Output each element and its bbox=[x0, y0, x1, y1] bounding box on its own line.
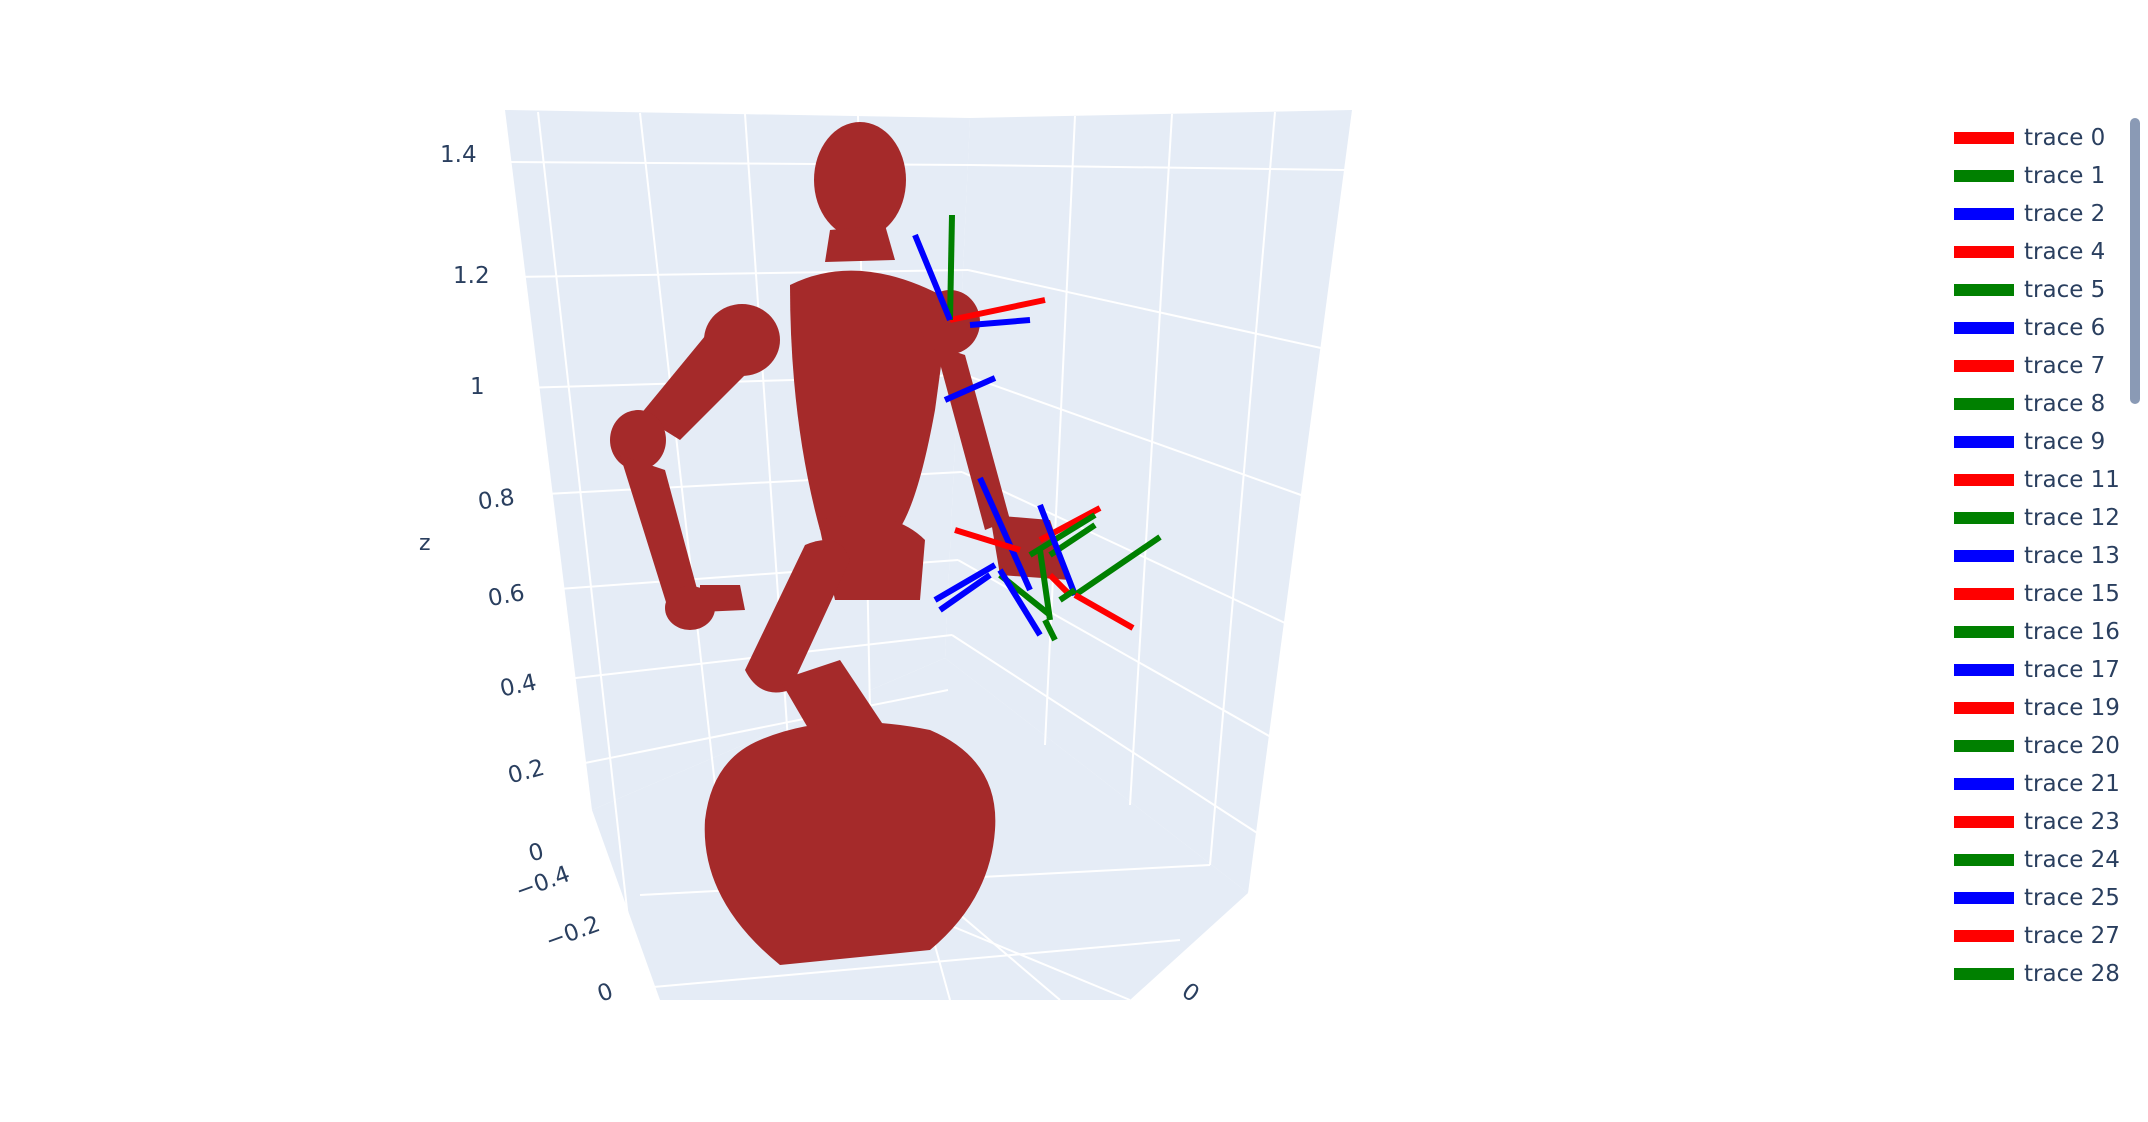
legend-item[interactable]: trace 24 bbox=[1940, 842, 2120, 878]
legend-label: trace 19 bbox=[2024, 695, 2120, 721]
legend-item[interactable]: trace 4 bbox=[1940, 234, 2105, 270]
legend-swatch bbox=[1954, 512, 2014, 524]
legend-label: trace 17 bbox=[2024, 657, 2120, 683]
legend-label: trace 8 bbox=[2024, 391, 2106, 417]
legend-item[interactable]: trace 21 bbox=[1940, 766, 2120, 802]
legend-swatch bbox=[1954, 398, 2014, 410]
z-tick-label: 1 bbox=[470, 374, 485, 400]
legend-swatch bbox=[1954, 664, 2014, 676]
legend-item[interactable]: trace 0 bbox=[1940, 120, 2105, 156]
trace-line bbox=[1073, 592, 1135, 631]
z-tick-label: 1.2 bbox=[453, 263, 490, 289]
legend-item[interactable]: trace 23 bbox=[1940, 804, 2120, 840]
legend-swatch bbox=[1954, 816, 2014, 828]
trace-line bbox=[969, 317, 1031, 328]
z-axis-title: z bbox=[419, 531, 431, 556]
legend-swatch bbox=[1954, 322, 2014, 334]
legend-label: trace 16 bbox=[2024, 619, 2120, 645]
legend-label: trace 0 bbox=[2024, 125, 2106, 151]
legend-item[interactable]: trace 5 bbox=[1940, 272, 2105, 308]
legend-swatch bbox=[1954, 740, 2014, 752]
trace-line bbox=[977, 476, 1033, 592]
legend-swatch bbox=[1954, 892, 2014, 904]
legend-label: trace 20 bbox=[2024, 733, 2120, 759]
legend-label: trace 1 bbox=[2024, 163, 2106, 189]
trace-line bbox=[943, 375, 997, 403]
legend-item[interactable]: trace 11 bbox=[1940, 462, 2120, 498]
legend-item[interactable]: trace 12 bbox=[1940, 500, 2120, 536]
legend-swatch bbox=[1954, 284, 2014, 296]
z-tick-label: 0.8 bbox=[476, 484, 517, 516]
legend-label: trace 15 bbox=[2024, 581, 2120, 607]
legend-swatch bbox=[1954, 170, 2014, 182]
legend-item[interactable]: trace 15 bbox=[1940, 576, 2120, 612]
trace-line bbox=[933, 562, 997, 603]
legend-item[interactable]: trace 19 bbox=[1940, 690, 2120, 726]
legend-item[interactable]: trace 9 bbox=[1940, 424, 2105, 460]
legend-item[interactable]: trace 28 bbox=[1940, 956, 2120, 988]
legend-swatch bbox=[1954, 474, 2014, 486]
legend-swatch bbox=[1954, 436, 2014, 448]
trace-line bbox=[1037, 549, 1053, 621]
legend-label: trace 2 bbox=[2024, 201, 2106, 227]
trace-line bbox=[1073, 534, 1162, 598]
trace-line bbox=[949, 297, 1046, 323]
legend-swatch bbox=[1954, 360, 2014, 372]
legend-label: trace 9 bbox=[2024, 429, 2106, 455]
legend-label: trace 7 bbox=[2024, 353, 2106, 379]
legend-item[interactable]: trace 2 bbox=[1940, 196, 2105, 232]
legend-label: trace 4 bbox=[2024, 239, 2106, 265]
legend-item[interactable]: trace 20 bbox=[1940, 728, 2120, 764]
trace-line bbox=[912, 233, 953, 322]
legend-label: trace 25 bbox=[2024, 885, 2120, 911]
legend-scrollbar[interactable] bbox=[2130, 118, 2140, 404]
legend-swatch bbox=[1954, 778, 2014, 790]
legend-item[interactable]: trace 16 bbox=[1940, 614, 2120, 650]
legend-item[interactable]: trace 13 bbox=[1940, 538, 2120, 574]
trace-line bbox=[1058, 587, 1077, 603]
legend-item[interactable]: trace 7 bbox=[1940, 348, 2105, 384]
legend-item[interactable]: trace 8 bbox=[1940, 386, 2105, 422]
legend[interactable]: trace 0 trace 1 trace 2 trace 4 trace 5 trace… bbox=[1940, 120, 2130, 988]
legend-label: trace 6 bbox=[2024, 315, 2106, 341]
legend-label: trace 21 bbox=[2024, 771, 2120, 797]
trace-line bbox=[938, 572, 992, 613]
legend-label: trace 28 bbox=[2024, 961, 2120, 987]
legend-swatch bbox=[1954, 550, 2014, 562]
legend-label: trace 5 bbox=[2024, 277, 2106, 303]
trace-line bbox=[997, 568, 1043, 637]
grid-lines bbox=[504, 111, 1346, 1001]
legend-swatch bbox=[1954, 854, 2014, 866]
legend-item[interactable]: trace 25 bbox=[1940, 880, 2120, 916]
legend-label: trace 11 bbox=[2024, 467, 2120, 493]
frame-traces bbox=[912, 214, 1162, 642]
legend-label: trace 27 bbox=[2024, 923, 2120, 949]
legend-swatch bbox=[1954, 968, 2014, 980]
legend-swatch bbox=[1954, 626, 2014, 638]
legend-label: trace 13 bbox=[2024, 543, 2120, 569]
trace-line bbox=[1028, 512, 1097, 558]
legend-item[interactable]: trace 27 bbox=[1940, 918, 2120, 954]
trace-line bbox=[1037, 503, 1078, 597]
legend-item[interactable]: trace 6 bbox=[1940, 310, 2105, 346]
trace-line bbox=[947, 214, 955, 321]
trace-line bbox=[1047, 572, 1073, 598]
legend-swatch bbox=[1954, 930, 2014, 942]
trace-line bbox=[1042, 618, 1058, 642]
legend-label: trace 24 bbox=[2024, 847, 2120, 873]
legend-item[interactable]: trace 17 bbox=[1940, 652, 2120, 688]
legend-swatch bbox=[1954, 702, 2014, 714]
legend-swatch bbox=[1954, 246, 2014, 258]
trace-line bbox=[954, 527, 1021, 553]
legend-swatch bbox=[1954, 132, 2014, 144]
z-tick-label: 1.4 bbox=[440, 142, 477, 168]
legend-swatch bbox=[1954, 588, 2014, 600]
legend-label: trace 23 bbox=[2024, 809, 2120, 835]
legend-label: trace 12 bbox=[2024, 505, 2120, 531]
legend-item[interactable]: trace 1 bbox=[1940, 158, 2105, 194]
legend-swatch bbox=[1954, 208, 2014, 220]
